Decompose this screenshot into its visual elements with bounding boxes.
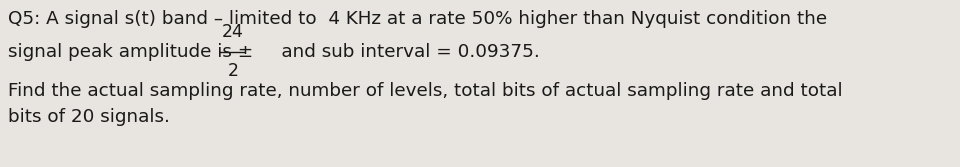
Text: Find the actual sampling rate, number of levels, total bits of actual sampling r: Find the actual sampling rate, number of… <box>8 82 843 100</box>
Text: Q5: A signal s(t) band – limited to  4 KHz at a rate 50% higher than Nyquist con: Q5: A signal s(t) band – limited to 4 KH… <box>8 10 828 28</box>
Text: and sub interval = 0.09375.: and sub interval = 0.09375. <box>252 43 540 61</box>
Text: 2: 2 <box>228 62 239 80</box>
Text: bits of 20 signals.: bits of 20 signals. <box>8 108 170 126</box>
Text: 24: 24 <box>222 23 244 41</box>
Text: signal peak amplitude is ±: signal peak amplitude is ± <box>8 43 253 61</box>
